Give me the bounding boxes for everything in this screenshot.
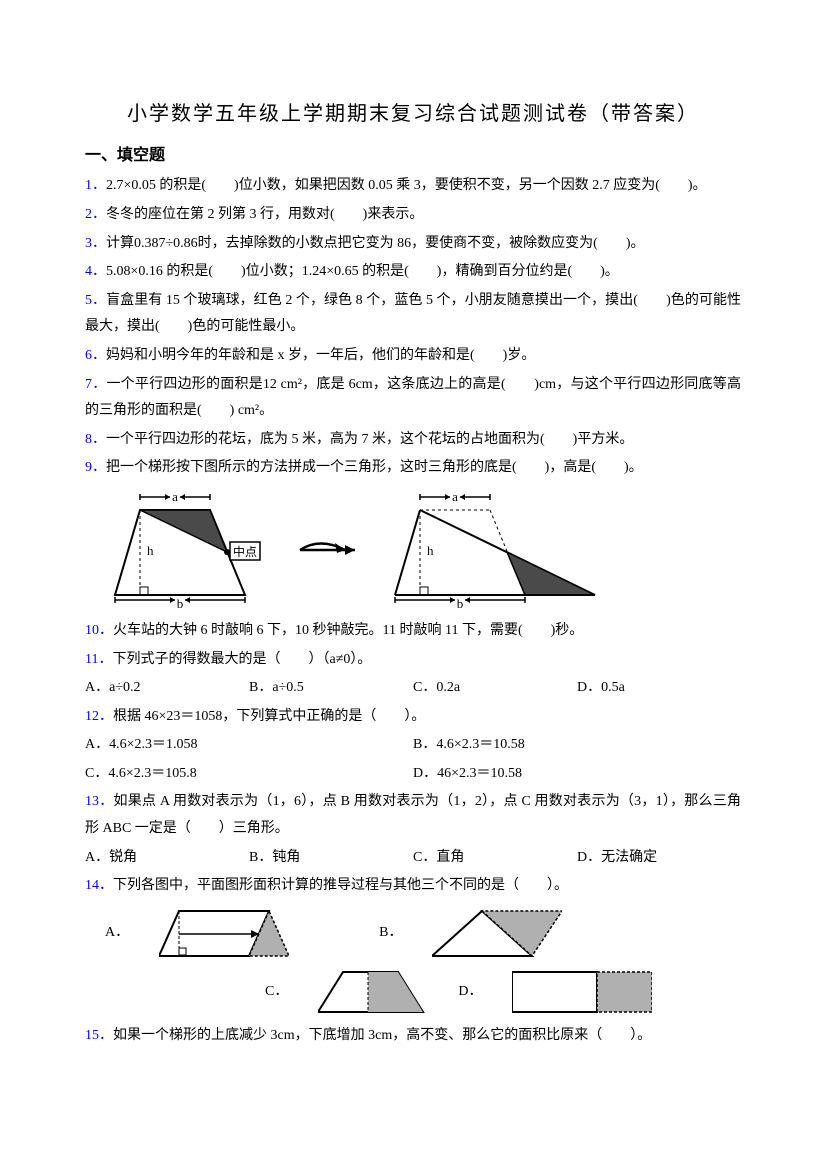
q13-opt-c: C．直角 [413, 845, 577, 872]
triangle-right-diagram: a h b [385, 490, 615, 610]
q11-num: 11． [85, 652, 112, 667]
question-13: 13．如果点 A 用数对表示为（1，6），点 B 用数对表示为（1，2），点 C… [85, 789, 741, 842]
q11-opt-c: C．0.2a [413, 675, 577, 702]
q8-num: 8． [85, 432, 106, 447]
q2-text: 冬冬的座位在第 2 列第 3 行，用数对( )来表示。 [106, 207, 423, 222]
q7-num: 7． [85, 377, 106, 392]
q14-row-1: A． B． [105, 906, 741, 961]
q14-label-b: B． [379, 920, 402, 947]
q14-num: 14． [85, 878, 113, 893]
q14-text: 下列各图中，平面图形面积计算的推导过程与其他三个不同的是（ ）。 [113, 878, 568, 893]
question-10: 10．火车站的大钟 6 时敲响 6 下，10 秒钟敲完。11 时敲响 11 下，… [85, 618, 741, 645]
question-3: 3．计算0.387÷0.86时，去掉除数的小数点把它变为 86，要使商不变，被除… [85, 231, 741, 258]
q6-text: 妈妈和小明今年的年龄和是 x 岁，一年后，他们的年龄和是( )岁。 [106, 348, 535, 363]
q13-text: 如果点 A 用数对表示为（1，6），点 B 用数对表示为（1，2），点 C 用数… [85, 794, 741, 836]
q13-opt-b: B．钝角 [249, 845, 413, 872]
question-1: 1．2.7×0.05 的积是( )位小数，如果把因数 0.05 乘 3，要使积不… [85, 173, 741, 200]
q3-text: 计算0.387÷0.86时，去掉除数的小数点把它变为 86，要使商不变，被除数应… [106, 236, 645, 251]
q11-opt-b: B．a÷0.5 [249, 675, 413, 702]
q11-options: A．a÷0.2 B．a÷0.5 C．0.2a D．0.5a [85, 675, 741, 702]
q12-opt-d: D．46×2.3＝10.58 [413, 761, 741, 788]
svg-text:h: h [427, 543, 434, 558]
q12-num: 12． [85, 709, 113, 724]
question-7: 7．一个平行四边形的面积是12 cm²，底是 6cm，这条底边上的高是( )cm… [85, 372, 741, 425]
q14-label-d: D． [458, 979, 482, 1006]
q12-opt-c: C．4.6×2.3＝105.8 [85, 761, 413, 788]
q11-text: 下列式子的得数最大的是（ ）（a≠0）。 [112, 652, 371, 667]
question-8: 8．一个平行四边形的花坛，底为 5 米，高为 7 米，这个花坛的占地面积为( )… [85, 427, 741, 454]
question-9: 9．把一个梯形按下图所示的方法拼成一个三角形，这时三角形的底是( )，高是( )… [85, 455, 741, 482]
question-4: 4．5.08×0.16 的积是( )位小数；1.24×0.65 的积是( )，精… [85, 259, 741, 286]
question-11: 11．下列式子的得数最大的是（ ）（a≠0）。 [85, 647, 741, 674]
svg-text:a: a [452, 490, 458, 504]
svg-text:b: b [457, 596, 464, 610]
q11-opt-d: D．0.5a [577, 675, 741, 702]
q14-label-c: C． [265, 979, 288, 1006]
svg-text:a: a [172, 490, 178, 504]
question-15: 15．如果一个梯形的上底减少 3cm，下底增加 3cm，高不变、那么它的面积比原… [85, 1023, 741, 1050]
q14-row-2: C． D． [265, 967, 741, 1017]
q2-num: 2． [85, 207, 106, 222]
q15-num: 15． [85, 1028, 113, 1043]
q13-opt-d: D．无法确定 [577, 845, 741, 872]
q12-options-2: C．4.6×2.3＝105.8 D．46×2.3＝10.58 [85, 761, 741, 788]
q12-options-1: A．4.6×2.3＝1.058 B．4.6×2.3＝10.58 [85, 732, 741, 759]
q14-shape-d [512, 967, 652, 1017]
q8-text: 一个平行四边形的花坛，底为 5 米，高为 7 米，这个花坛的占地面积为( )平方… [106, 432, 633, 447]
arrow-icon [295, 535, 365, 565]
q3-num: 3． [85, 236, 106, 251]
q12-opt-b: B．4.6×2.3＝10.58 [413, 732, 741, 759]
q5-text: 盲盒里有 15 个玻璃球，红色 2 个，绿色 8 个，蓝色 5 个，小朋友随意摸… [85, 293, 741, 335]
q13-options: A．锐角 B．钝角 C．直角 D．无法确定 [85, 845, 741, 872]
q10-text: 火车站的大钟 6 时敲响 6 下，10 秒钟敲完。11 时敲响 11 下，需要(… [113, 623, 583, 638]
q9-text: 把一个梯形按下图所示的方法拼成一个三角形，这时三角形的底是( )，高是( )。 [106, 460, 643, 475]
q12-text: 根据 46×23＝1058，下列算式中正确的是（ ）。 [113, 709, 425, 724]
q10-num: 10． [85, 623, 113, 638]
q6-num: 6． [85, 348, 106, 363]
question-12: 12．根据 46×23＝1058，下列算式中正确的是（ ）。 [85, 704, 741, 731]
svg-text:h: h [147, 543, 154, 558]
section-1-header: 一、填空题 [85, 141, 741, 171]
q9-num: 9． [85, 460, 106, 475]
q14-shape-a [159, 906, 289, 961]
q4-num: 4． [85, 264, 106, 279]
q13-num: 13． [85, 794, 113, 809]
q13-opt-a: A．锐角 [85, 845, 249, 872]
q1-text: 2.7×0.05 的积是( )位小数，如果把因数 0.05 乘 3，要使积不变，… [106, 178, 707, 193]
trapezoid-left-diagram: a h 中点 b [105, 490, 275, 610]
q9-diagram: a h 中点 b a h [105, 490, 741, 610]
q15-text: 如果一个梯形的上底减少 3cm，下底增加 3cm，高不变、那么它的面积比原来（ … [113, 1028, 651, 1043]
question-6: 6．妈妈和小明今年的年龄和是 x 岁，一年后，他们的年龄和是( )岁。 [85, 343, 741, 370]
question-2: 2．冬冬的座位在第 2 列第 3 行，用数对( )来表示。 [85, 202, 741, 229]
q4-text: 5.08×0.16 的积是( )位小数；1.24×0.65 的积是( )，精确到… [106, 264, 619, 279]
q14-shape-c [318, 967, 428, 1017]
q1-num: 1． [85, 178, 106, 193]
q14-shape-b [432, 906, 562, 961]
question-14: 14．下列各图中，平面图形面积计算的推导过程与其他三个不同的是（ ）。 [85, 873, 741, 900]
q7-text: 一个平行四边形的面积是12 cm²，底是 6cm，这条底边上的高是( )cm，与… [85, 377, 741, 419]
svg-text:中点: 中点 [233, 544, 257, 559]
q12-opt-a: A．4.6×2.3＝1.058 [85, 732, 413, 759]
question-5: 5．盲盒里有 15 个玻璃球，红色 2 个，绿色 8 个，蓝色 5 个，小朋友随… [85, 288, 741, 341]
svg-text:b: b [177, 596, 184, 610]
q14-label-a: A． [105, 920, 129, 947]
page-title: 小学数学五年级上学期期末复习综合试题测试卷（带答案） [85, 95, 741, 133]
q11-opt-a: A．a÷0.2 [85, 675, 249, 702]
q5-num: 5． [85, 293, 106, 308]
